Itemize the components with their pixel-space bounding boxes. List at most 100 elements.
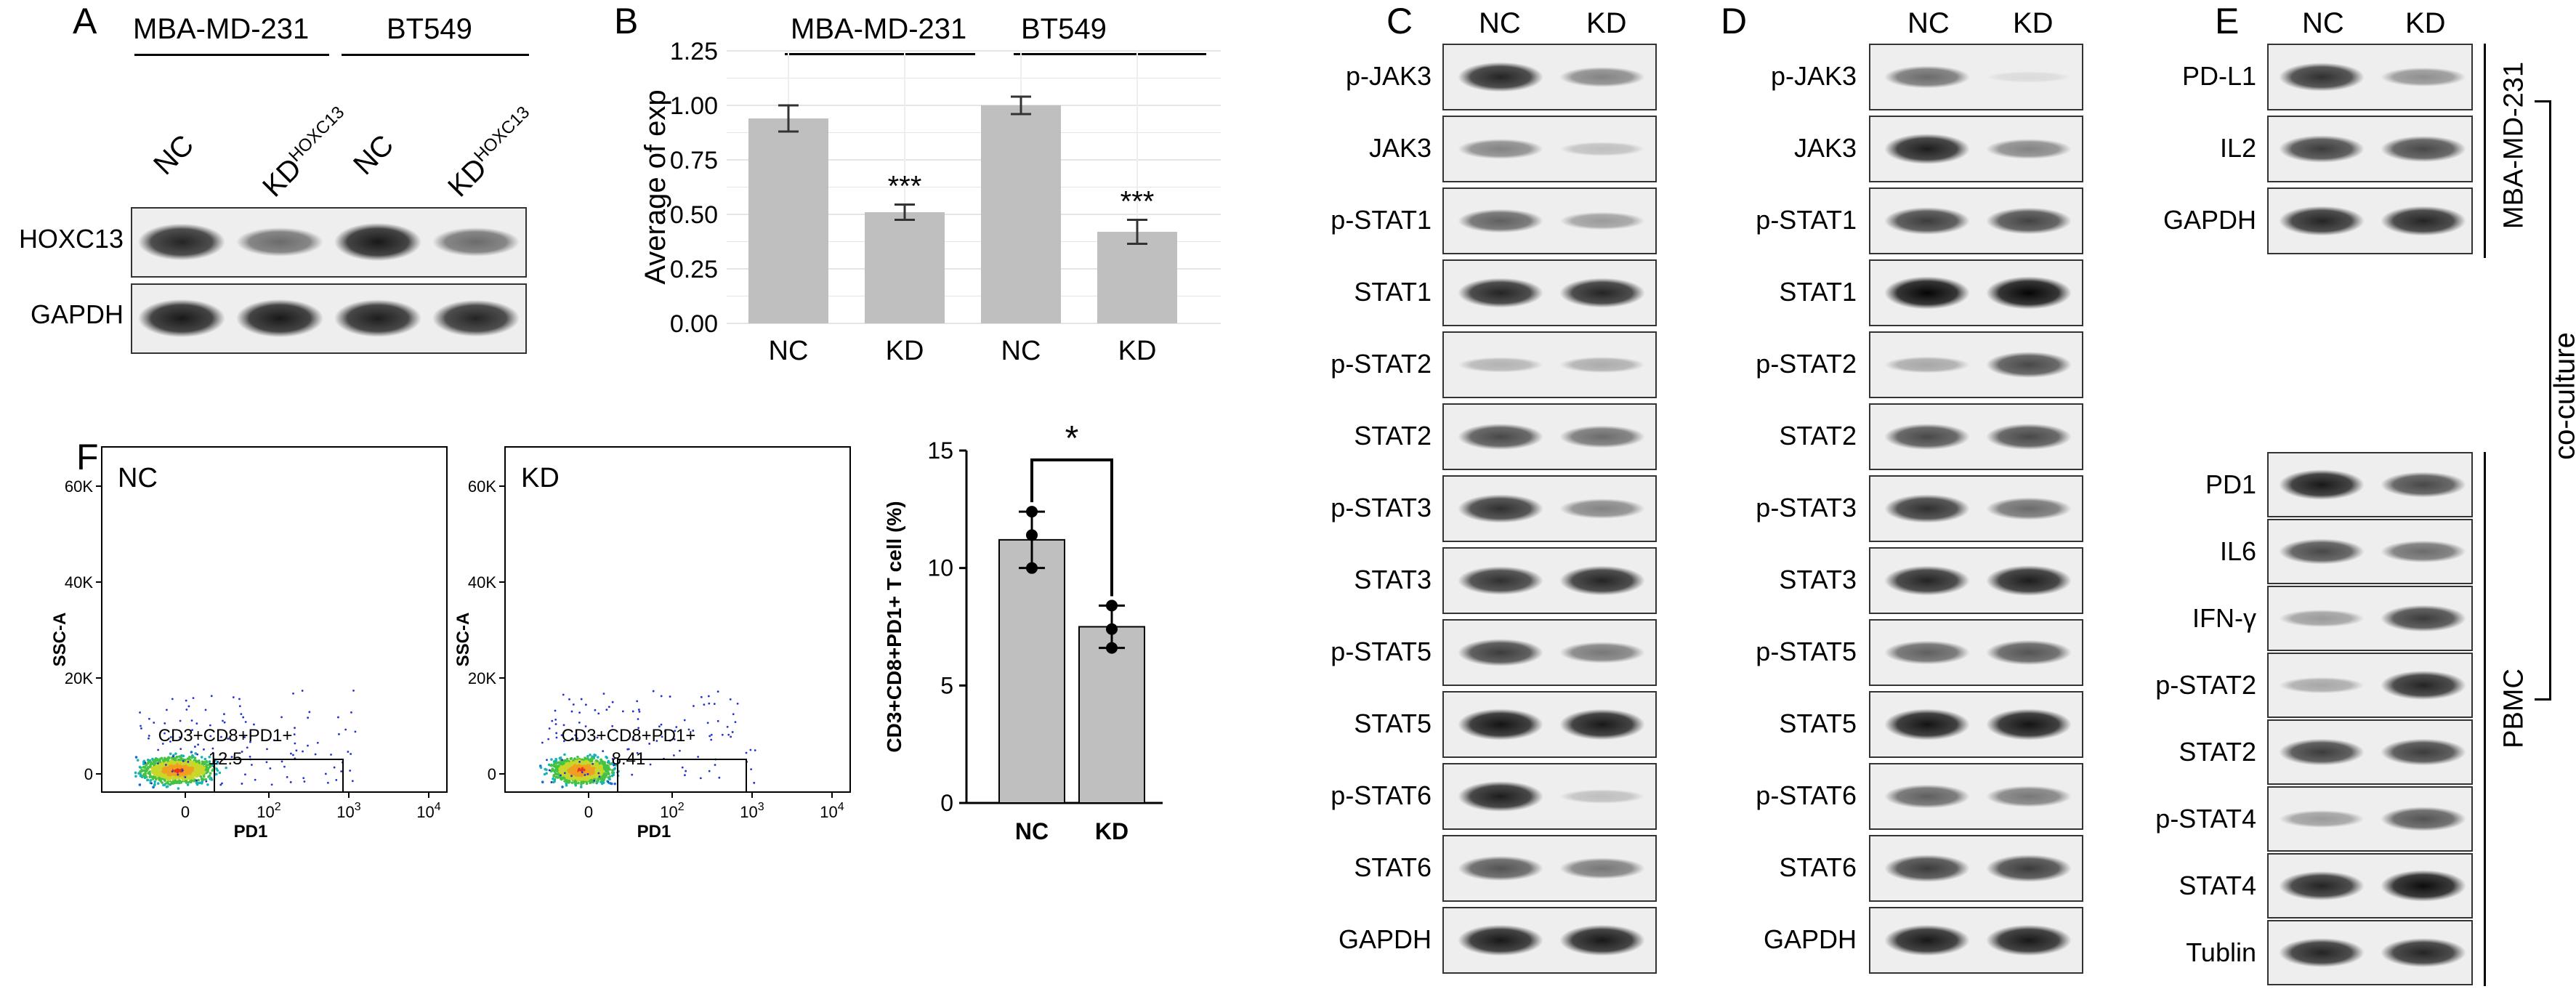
event-dot [149,779,152,782]
event-dot [753,781,756,784]
event-dot [600,767,604,771]
significance-marker: *** [1121,186,1155,218]
band [1884,423,1970,451]
event-dot [718,776,721,779]
event-dot [232,696,235,698]
row-label-gapdh: GAPDH [2163,205,2256,235]
event-dot [602,750,605,753]
event-dot [584,725,587,727]
event-dot [554,767,558,770]
x-tick-exponent: 3 [758,801,764,813]
event-dot [170,759,173,762]
event-dot [554,772,557,775]
event-dot [225,766,227,770]
event-dot [174,758,177,762]
event-dot [185,699,187,702]
band [2381,472,2466,498]
band [1986,423,2072,451]
row-label-p-stat6: p-STAT6 [1331,780,1432,810]
event-dot [153,758,157,762]
event-dot [177,780,179,784]
event-dot [669,695,671,698]
row-label-jak3: JAK3 [1368,133,1432,163]
event-dot [697,756,700,758]
event-dot [227,738,230,740]
event-dot [144,769,148,772]
event-dot [164,764,167,766]
y-tick-label: 0 [84,765,93,783]
event-dot [167,762,171,765]
event-dot [189,762,193,765]
event-dot [568,770,572,773]
event-dot [174,776,178,780]
event-dot [579,786,583,788]
data-point [1026,562,1038,574]
bar [981,105,1061,323]
event-dot [198,759,201,762]
event-dot [246,746,249,749]
event-dot [154,768,158,772]
band [1458,780,1543,812]
event-dot [295,749,298,752]
event-dot [570,756,573,760]
event-dot [179,773,182,777]
band [1559,278,1645,308]
event-dot [649,763,652,766]
event-dot [609,782,613,785]
event-dot [338,732,340,735]
event-dot [280,716,283,719]
event-dot [157,767,160,771]
event-dot [550,763,553,767]
x-tick-exponent: 4 [838,801,844,813]
event-dot [613,764,615,767]
event-dot [202,775,206,778]
event-dot [290,752,292,755]
event-dot [679,749,681,752]
band [1458,709,1543,740]
event-dot [177,768,180,772]
event-dot [683,719,686,722]
band [2279,810,2365,828]
row-label-p-jak3: p-JAK3 [1770,61,1857,91]
event-dot [605,756,609,759]
event-dot [554,723,557,725]
event-dot [707,695,710,698]
event-dot [198,769,201,772]
panel-e-lane-nc: NC [2302,7,2344,39]
event-dot [598,777,602,780]
event-dot [191,729,194,732]
event-dot [163,778,166,781]
bracket-pbmc [2484,452,2490,986]
event-dot [736,702,739,705]
event-dot [174,770,177,772]
event-dot [144,762,147,764]
event-dot [190,760,193,763]
band [1458,494,1543,523]
y-tick-label: 0.50 [670,201,718,229]
event-dot [581,758,584,762]
event-dot [146,778,149,782]
lane-label-kd-2: KDHOXC13 [442,102,534,203]
event-dot [708,770,711,772]
row-label-p-stat3: p-STAT3 [1331,493,1432,522]
band [1884,65,1970,89]
event-dot [151,766,154,770]
band [2381,135,2466,163]
panel-c-letter: C [1386,1,1413,41]
row-label-stat3: STAT3 [1779,565,1857,594]
event-dot [186,783,190,786]
event-dot [693,705,695,707]
row-label-stat1: STAT1 [1354,277,1432,307]
event-dot [552,763,556,767]
event-dot [206,764,209,767]
event-dot [584,703,587,706]
panel-b-line-2 [1014,53,1206,55]
event-dot [211,751,214,754]
event-dot [179,736,181,739]
event-dot [161,775,164,778]
event-dot [153,766,156,769]
event-dot [563,753,566,756]
event-dot [546,759,548,762]
event-dot [560,774,562,777]
event-dot [655,740,658,743]
